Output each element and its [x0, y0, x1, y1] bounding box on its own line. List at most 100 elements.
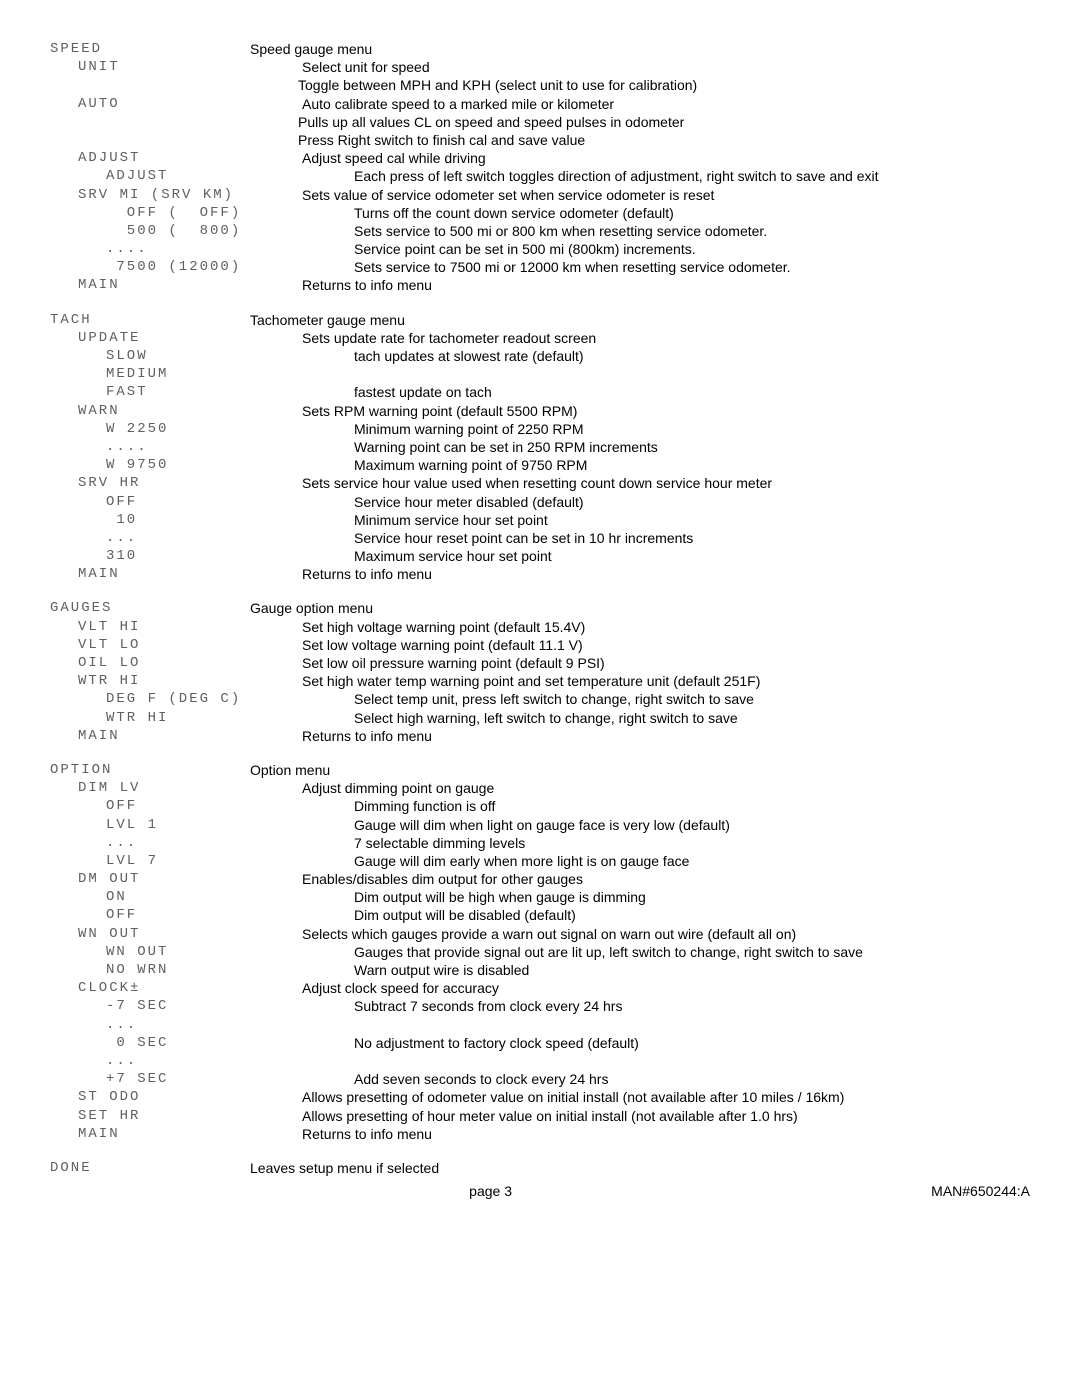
menu-code: 10 — [50, 511, 306, 529]
menu-row: WN OUTGauges that provide signal out are… — [50, 943, 1030, 961]
menu-description: Service point can be set in 500 mi (800k… — [306, 240, 1030, 258]
menu-code: MAIN — [50, 1125, 278, 1143]
menu-code: .... — [50, 438, 306, 456]
menu-row: ONDim output will be high when gauge is … — [50, 888, 1030, 906]
menu-row: +7 SECAdd seven seconds to clock every 2… — [50, 1070, 1030, 1088]
menu-description: Adjust clock speed for accuracy — [278, 979, 1030, 997]
menu-row: WTR HISet high water temp warning point … — [50, 672, 1030, 690]
menu-code: W 9750 — [50, 456, 306, 474]
menu-code: ON — [50, 888, 306, 906]
menu-row: Toggle between MPH and KPH (select unit … — [50, 76, 1030, 94]
menu-code: FAST — [50, 383, 306, 401]
menu-description — [306, 365, 1030, 383]
menu-description — [306, 1052, 1030, 1070]
menu-code: SLOW — [50, 347, 306, 365]
menu-description: Allows presetting of hour meter value on… — [278, 1107, 1030, 1125]
menu-description: Returns to info menu — [278, 276, 1030, 294]
menu-description: Select high warning, left switch to chan… — [306, 709, 1030, 727]
menu-code: SPEED — [50, 40, 250, 58]
menu-code: TACH — [50, 311, 250, 329]
menu-description: Dim output will be high when gauge is di… — [306, 888, 1030, 906]
menu-row: SRV MI (SRV KM)Sets value of service odo… — [50, 186, 1030, 204]
menu-row: MAINReturns to info menu — [50, 565, 1030, 583]
menu-description: fastest update on tach — [306, 383, 1030, 401]
menu-row: AUTOAuto calibrate speed to a marked mil… — [50, 95, 1030, 113]
menu-row: OIL LOSet low oil pressure warning point… — [50, 654, 1030, 672]
menu-row: ...7 selectable dimming levels — [50, 834, 1030, 852]
menu-row: WN OUTSelects which gauges provide a war… — [50, 925, 1030, 943]
menu-description: Set low voltage warning point (default 1… — [278, 636, 1030, 654]
menu-code: OFF — [50, 797, 306, 815]
menu-row: DIM LVAdjust dimming point on gauge — [50, 779, 1030, 797]
menu-row: SLOWtach updates at slowest rate (defaul… — [50, 347, 1030, 365]
menu-row: ....Service point can be set in 500 mi (… — [50, 240, 1030, 258]
menu-description: Turns off the count down service odomete… — [306, 204, 1030, 222]
menu-row: ... — [50, 1016, 1030, 1034]
menu-code: -7 SEC — [50, 997, 306, 1015]
menu-description: Enables/disables dim output for other ga… — [278, 870, 1030, 888]
menu-description: Set high water temp warning point and se… — [278, 672, 1030, 690]
menu-code: SET HR — [50, 1107, 278, 1125]
menu-description: Set low oil pressure warning point (defa… — [278, 654, 1030, 672]
menu-code: AUTO — [50, 95, 278, 113]
menu-code: LVL 7 — [50, 852, 306, 870]
menu-description: Selects which gauges provide a warn out … — [278, 925, 1030, 943]
page-number: page 3 — [50, 1183, 931, 1199]
menu-code: UNIT — [50, 58, 278, 76]
menu-code: WARN — [50, 402, 278, 420]
menu-row: W 2250Minimum warning point of 2250 RPM — [50, 420, 1030, 438]
menu-row: CLOCK±Adjust clock speed for accuracy — [50, 979, 1030, 997]
menu-description: Tachometer gauge menu — [250, 311, 1030, 329]
menu-description: Pulls up all values CL on speed and spee… — [250, 113, 1030, 131]
menu-code: ST ODO — [50, 1088, 278, 1106]
menu-row: MEDIUM — [50, 365, 1030, 383]
menu-description: Service hour meter disabled (default) — [306, 493, 1030, 511]
menu-code: DEG F (DEG C) — [50, 690, 306, 708]
menu-row: LVL 7Gauge will dim early when more ligh… — [50, 852, 1030, 870]
menu-description: Sets service to 500 mi or 800 km when re… — [306, 222, 1030, 240]
menu-row: -7 SECSubtract 7 seconds from clock ever… — [50, 997, 1030, 1015]
menu-description: Select unit for speed — [278, 58, 1030, 76]
menu-row: OFFService hour meter disabled (default) — [50, 493, 1030, 511]
menu-description: Gauges that provide signal out are lit u… — [306, 943, 1030, 961]
menu-description: Dimming function is off — [306, 797, 1030, 815]
menu-row: SRV HRSets service hour value used when … — [50, 474, 1030, 492]
menu-description: Dim output will be disabled (default) — [306, 906, 1030, 924]
menu-row: ADJUSTEach press of left switch toggles … — [50, 167, 1030, 185]
menu-row: 500 ( 800)Sets service to 500 mi or 800 … — [50, 222, 1030, 240]
menu-code: MAIN — [50, 276, 278, 294]
menu-row: DONELeaves setup menu if selected — [50, 1159, 1030, 1177]
menu-code: LVL 1 — [50, 816, 306, 834]
menu-code: MAIN — [50, 565, 278, 583]
menu-row: DEG F (DEG C)Select temp unit, press lef… — [50, 690, 1030, 708]
menu-description: Each press of left switch toggles direct… — [306, 167, 1030, 185]
menu-code: MAIN — [50, 727, 278, 745]
menu-row: LVL 1Gauge will dim when light on gauge … — [50, 816, 1030, 834]
menu-description: No adjustment to factory clock speed (de… — [306, 1034, 1030, 1052]
menu-row: ... — [50, 1052, 1030, 1070]
menu-row: Pulls up all values CL on speed and spee… — [50, 113, 1030, 131]
menu-row: 7500 (12000)Sets service to 7500 mi or 1… — [50, 258, 1030, 276]
menu-row: NO WRNWarn output wire is disabled — [50, 961, 1030, 979]
menu-row: TACHTachometer gauge menu — [50, 311, 1030, 329]
doc-id: MAN#650244:A — [931, 1183, 1030, 1199]
menu-code: +7 SEC — [50, 1070, 306, 1088]
menu-code: MEDIUM — [50, 365, 306, 383]
menu-code: ... — [50, 1016, 306, 1034]
menu-code: OPTION — [50, 761, 250, 779]
menu-code: NO WRN — [50, 961, 306, 979]
menu-row: OFF ( OFF)Turns off the count down servi… — [50, 204, 1030, 222]
menu-code: VLT LO — [50, 636, 278, 654]
menu-row: VLT LOSet low voltage warning point (def… — [50, 636, 1030, 654]
menu-row: W 9750Maximum warning point of 9750 RPM — [50, 456, 1030, 474]
menu-row: MAINReturns to info menu — [50, 276, 1030, 294]
menu-code: W 2250 — [50, 420, 306, 438]
menu-description: Sets value of service odometer set when … — [278, 186, 1030, 204]
menu-row: MAINReturns to info menu — [50, 727, 1030, 745]
menu-description: Toggle between MPH and KPH (select unit … — [250, 76, 1030, 94]
menu-code: OFF ( OFF) — [50, 204, 306, 222]
menu-description: Service hour reset point can be set in 1… — [306, 529, 1030, 547]
menu-code: ... — [50, 1052, 306, 1070]
page-footer: page 3 MAN#650244:A — [50, 1183, 1030, 1199]
menu-code — [50, 131, 250, 149]
